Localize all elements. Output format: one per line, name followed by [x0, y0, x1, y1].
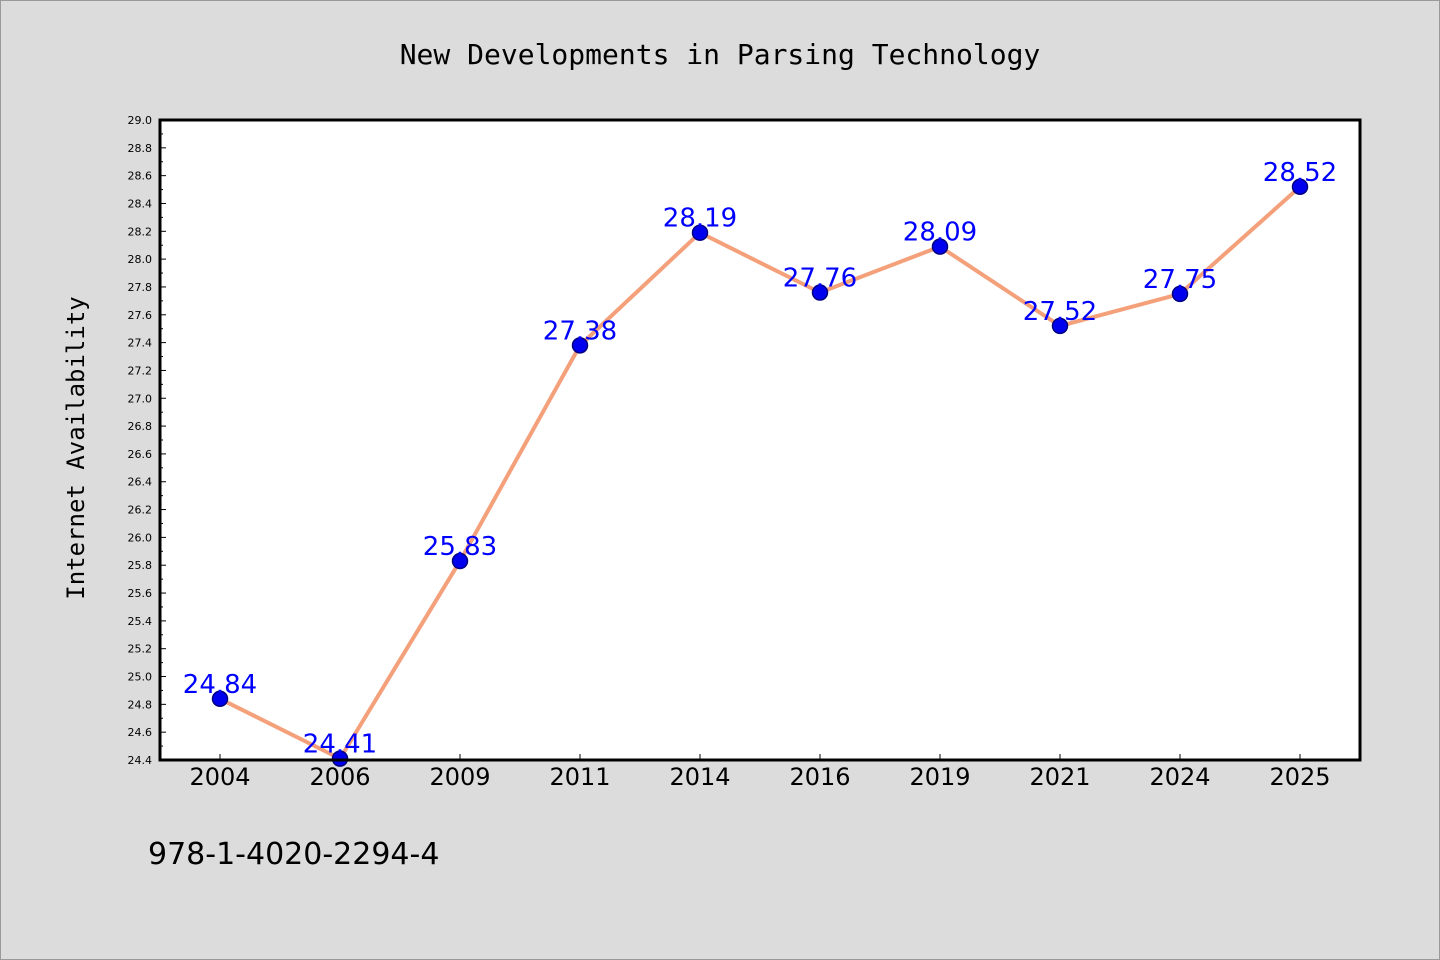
- y-tick-label: 25.4: [128, 615, 153, 628]
- data-label-layer: 24.84 24.41 25.83 27.38 28.19 27.76 28.09 27.52…: [183, 158, 1337, 760]
- data-label: 27.52: [1023, 297, 1097, 327]
- data-point: [1171, 285, 1189, 303]
- y-tick-label: 27.2: [128, 364, 153, 377]
- y-axis-label: Internet Availability: [62, 296, 90, 599]
- y-tick-label: 26.4: [128, 476, 153, 489]
- y-tick-label: 25.2: [128, 643, 153, 656]
- data-point: [1291, 178, 1309, 196]
- y-tick-label: 25.8: [128, 559, 153, 572]
- y-tick-label: 28.0: [128, 253, 153, 266]
- data-label: 27.38: [543, 316, 617, 346]
- y-tick-label: 26.6: [128, 448, 153, 461]
- plot-frame: [158, 118, 1362, 762]
- x-tick-label: 2016: [789, 763, 850, 791]
- y-tick-label: 28.8: [128, 142, 153, 155]
- y-tick-label: 27.4: [128, 337, 153, 350]
- x-tick-label: 2014: [669, 763, 730, 791]
- data-label: 25.83: [423, 532, 497, 562]
- y-tick-label: 26.8: [128, 420, 153, 433]
- x-tick-label: 2011: [549, 763, 610, 791]
- data-label: 27.75: [1143, 265, 1217, 295]
- x-tick-label: 2025: [1269, 763, 1330, 791]
- x-axis: 2004 2006 2009 2011 2014 2016 2019 2021 2024 2025: [189, 754, 1331, 791]
- y-tick-label: 24.4: [128, 754, 153, 767]
- y-tick-label: 24.8: [128, 698, 153, 711]
- y-tick-label: 29.0: [128, 114, 153, 127]
- y-tick-label: 27.8: [128, 281, 153, 294]
- y-tick-label: 27.0: [128, 392, 153, 405]
- y-tick-label: 27.6: [128, 309, 153, 322]
- x-tick-label: 2009: [429, 763, 490, 791]
- y-tick-label: 28.4: [128, 197, 153, 210]
- x-tick-label: 2004: [189, 763, 250, 791]
- x-tick-label: 2019: [909, 763, 970, 791]
- x-tick-label: 2024: [1149, 763, 1210, 791]
- y-tick-label: 28.2: [128, 225, 153, 238]
- data-point: [451, 552, 469, 570]
- y-tick-label: 25.0: [128, 671, 153, 684]
- x-tick-label: 2021: [1029, 763, 1090, 791]
- y-tick-label: 26.0: [128, 531, 153, 544]
- data-label: 27.76: [783, 264, 857, 294]
- y-axis: 24.4 24.6 24.8 25.0 25.2 25.4 25.6 25.8 26.0 26.2…: [128, 114, 166, 767]
- data-point: [211, 690, 229, 708]
- y-tick-label: 24.6: [128, 726, 153, 739]
- data-label: 28.09: [903, 218, 977, 248]
- x-tick-label: 2006: [309, 763, 370, 791]
- plot-area: [160, 120, 1360, 760]
- data-label: 28.52: [1263, 158, 1337, 188]
- y-tick-label: 28.6: [128, 170, 153, 183]
- footnote-isbn: 978-1-4020-2294-4: [148, 837, 439, 872]
- data-label: 28.19: [663, 204, 737, 234]
- series-line: [218, 184, 1302, 761]
- chart-title: New Developments in Parsing Technology: [400, 38, 1041, 71]
- data-point: [931, 238, 949, 255]
- data-label: 24.41: [303, 730, 377, 760]
- data-label: 24.84: [183, 670, 257, 700]
- y-tick-label: 26.2: [128, 504, 153, 517]
- data-point: [691, 224, 709, 241]
- data-point: [1051, 317, 1069, 335]
- data-point: [811, 284, 829, 301]
- y-tick-label: 25.6: [128, 587, 153, 600]
- data-point: [571, 337, 589, 354]
